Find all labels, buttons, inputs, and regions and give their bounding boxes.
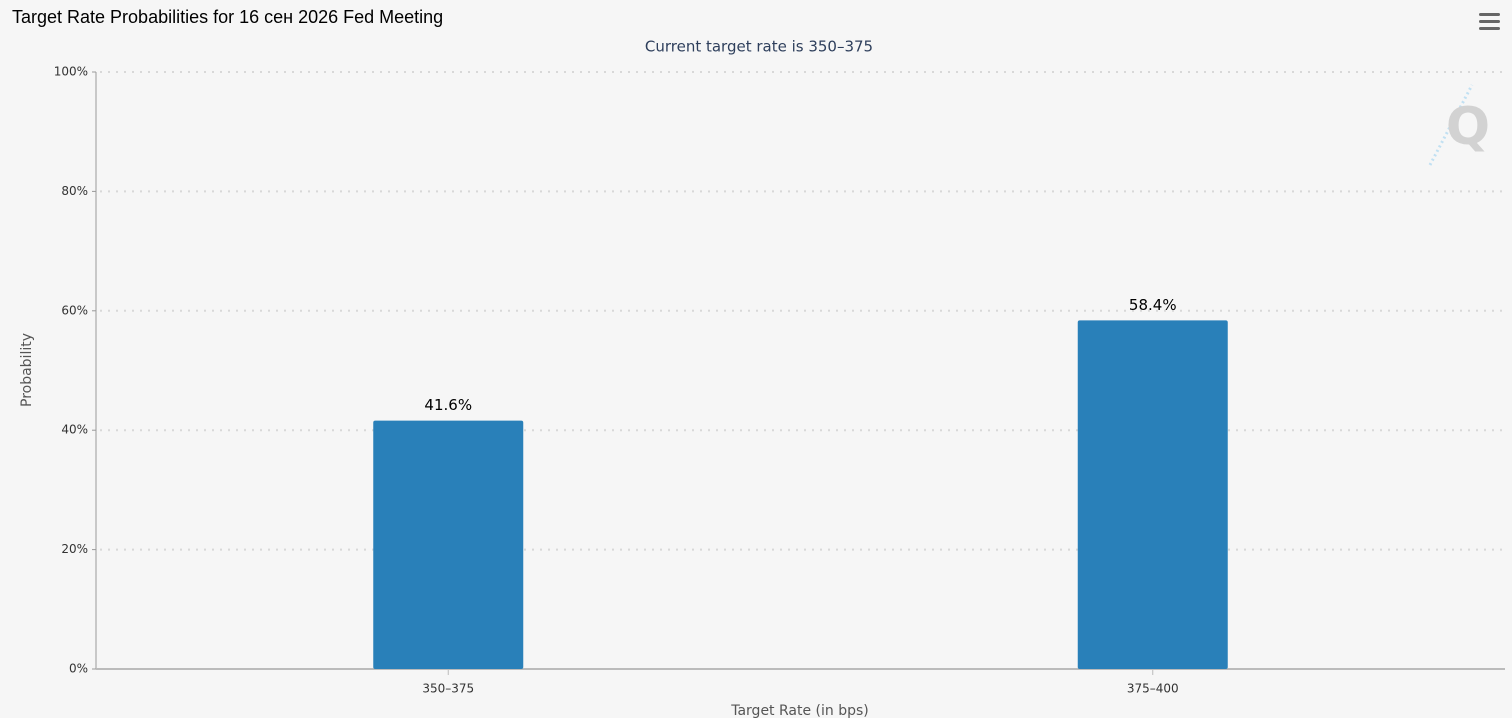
menu-button[interactable]	[1479, 13, 1500, 30]
y-axis-label: Probability	[19, 333, 35, 407]
x-axis-label: Target Rate (in bps)	[730, 703, 869, 718]
bar	[1077, 320, 1228, 669]
x-tick-label: 350–375	[422, 682, 474, 696]
y-tick-label: 40%	[61, 423, 88, 437]
logo-letter: Q	[1446, 97, 1490, 157]
y-tick-label: 100%	[54, 65, 88, 79]
y-tick-label: 20%	[61, 542, 88, 556]
data-label: 58.4%	[1129, 296, 1177, 314]
menu-bar	[1479, 27, 1500, 30]
menu-bar	[1479, 13, 1500, 16]
chart-subtitle: Current target rate is 350–375	[645, 38, 873, 56]
y-tick-label: 80%	[61, 184, 88, 198]
logo-stripe	[1428, 84, 1474, 166]
bar	[373, 420, 524, 669]
menu-bar	[1479, 20, 1500, 23]
y-tick-label: 0%	[69, 662, 88, 676]
data-label: 41.6%	[424, 396, 472, 414]
logo: Q	[1428, 84, 1490, 166]
chart-title: Target Rate Probabilities for 16 сен 202…	[12, 7, 443, 27]
y-tick-label: 60%	[61, 303, 88, 317]
x-tick-label: 375–400	[1127, 682, 1179, 696]
